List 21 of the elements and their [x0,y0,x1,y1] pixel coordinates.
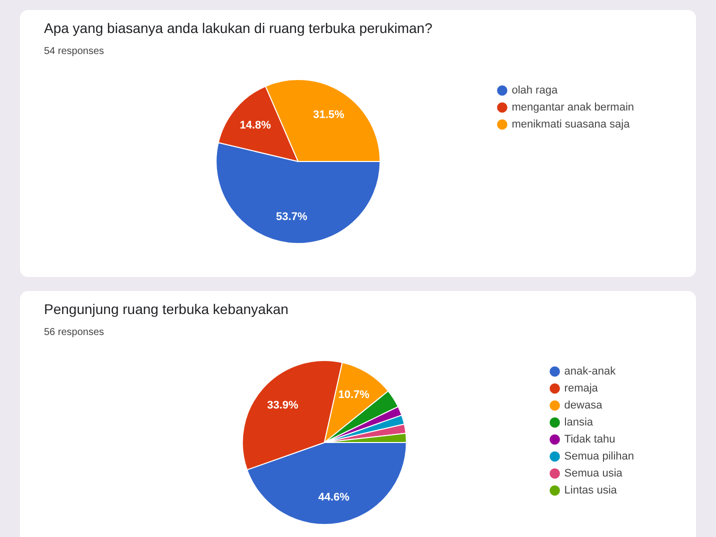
legend-label: lansia [564,416,594,429]
text: 54 responses [44,46,106,57]
data-label: 44.6% [318,491,350,504]
chart-title: Apa yang biasanya anda lakukan di ruang terbuka perukiman? [44,20,434,36]
legend-label: mengantar anak bermain [512,102,634,114]
data-label: 14.8% [240,120,272,132]
legend-label: anak-anak [564,366,616,378]
text: 56 responses [44,327,106,338]
legend-label: olah raga [512,84,558,97]
data-label: 31.5% [313,108,345,121]
data-label: 53.7% [276,210,308,223]
chart-title: Pengunjung ruang terbuka kebanyakan [44,301,290,317]
data-label: 33.9% [267,400,298,412]
legend-label: remaja [564,382,599,395]
legend-label: menikmati suasana saja [512,118,631,131]
legend-label: Tidak tahu [564,434,616,446]
legend-label: Semua pilihan [564,450,634,463]
legend-label: Lintas usia [564,484,618,497]
legend-label: Semua usia [564,468,624,480]
data-label: 10.7% [338,389,370,402]
legend-label: dewasa [564,400,604,412]
